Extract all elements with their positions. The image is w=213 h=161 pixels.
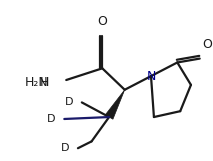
Text: H₂N: H₂N <box>25 76 49 90</box>
Text: O: O <box>203 38 213 51</box>
Text: D: D <box>61 143 69 153</box>
Text: N: N <box>146 70 156 83</box>
Text: D: D <box>47 114 56 124</box>
Text: H: H <box>39 76 49 90</box>
Polygon shape <box>105 90 125 119</box>
Text: D: D <box>65 97 73 107</box>
Text: O: O <box>97 15 107 28</box>
